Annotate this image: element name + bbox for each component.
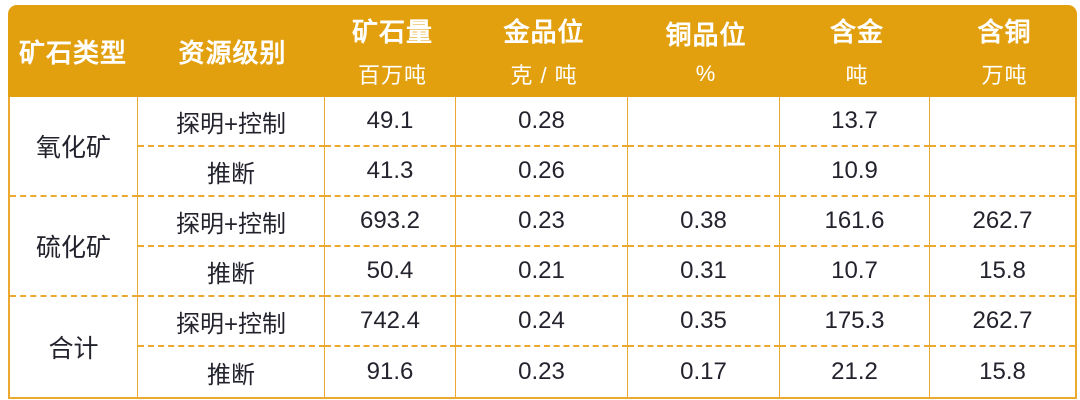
header-ore-type: 矿石类型 (8, 5, 138, 97)
group-label-total: 合计 (10, 297, 138, 397)
value-cell: 0.24 (456, 297, 628, 347)
header-gold-grade: 金品位 克 / 吨 (458, 5, 630, 97)
value-cell: 13.7 (780, 97, 930, 147)
value-cell: 262.7 (930, 297, 1075, 347)
table-header: 矿石类型 资源级别 矿石量 百万吨 金品位 克 / 吨 铜品位 % 含金 吨 含… (8, 5, 1077, 97)
value-cell (628, 97, 780, 147)
header-copper-grade-unit: % (695, 61, 717, 86)
value-cell: 175.3 (780, 297, 930, 347)
value-cell: 21.2 (780, 347, 930, 397)
level-cell: 推断 (138, 247, 325, 297)
header-gold-grade-unit: 克 / 吨 (510, 63, 578, 88)
resource-table: 矿石类型 资源级别 矿石量 百万吨 金品位 克 / 吨 铜品位 % 含金 吨 含… (8, 5, 1077, 399)
header-gold-grade-label: 金品位 (503, 17, 585, 47)
header-ore-tonnage-unit: 百万吨 (357, 63, 427, 88)
value-cell: 0.23 (456, 197, 628, 247)
value-cell: 0.26 (456, 147, 628, 197)
group-label-oxide: 氧化矿 (10, 97, 138, 197)
value-cell: 161.6 (780, 197, 930, 247)
level-cell: 探明+控制 (138, 197, 325, 247)
value-cell: 0.21 (456, 247, 628, 297)
header-copper-grade: 铜品位 % (630, 5, 782, 97)
value-cell (930, 97, 1075, 147)
value-cell: 10.9 (780, 147, 930, 197)
value-cell (930, 147, 1075, 197)
value-cell: 0.28 (456, 97, 628, 147)
header-resource-level-label: 资源级别 (178, 37, 287, 68)
value-cell: 49.1 (325, 97, 456, 147)
value-cell: 10.7 (780, 247, 930, 297)
value-cell: 41.3 (325, 147, 456, 197)
level-cell: 探明+控制 (138, 297, 325, 347)
value-cell: 15.8 (930, 247, 1075, 297)
value-cell: 50.4 (325, 247, 456, 297)
header-ore-tonnage: 矿石量 百万吨 (327, 5, 458, 97)
header-copper-grade-label: 铜品位 (665, 20, 747, 50)
value-cell: 15.8 (930, 347, 1075, 397)
value-cell: 0.38 (628, 197, 780, 247)
header-ore-type-label: 矿石类型 (18, 37, 127, 68)
header-copper-content: 含铜 万吨 (932, 5, 1077, 97)
header-gold-content-unit: 吨 (845, 63, 869, 88)
value-cell: 693.2 (325, 197, 456, 247)
value-cell: 91.6 (325, 347, 456, 397)
value-cell: 0.31 (628, 247, 780, 297)
header-gold-content-label: 含金 (829, 17, 884, 47)
table-body: 氧化矿 探明+控制 49.1 0.28 13.7 推断 41.3 0.26 10… (8, 97, 1077, 399)
level-cell: 推断 (138, 147, 325, 197)
header-resource-level: 资源级别 (138, 5, 327, 97)
value-cell: 0.35 (628, 297, 780, 347)
group-label-sulfide: 硫化矿 (10, 197, 138, 297)
value-cell (628, 147, 780, 197)
header-gold-content: 含金 吨 (782, 5, 932, 97)
header-ore-tonnage-label: 矿石量 (351, 17, 433, 47)
value-cell: 742.4 (325, 297, 456, 347)
level-cell: 探明+控制 (138, 97, 325, 147)
value-cell: 0.23 (456, 347, 628, 397)
header-copper-content-unit: 万吨 (981, 63, 1028, 88)
value-cell: 262.7 (930, 197, 1075, 247)
level-cell: 推断 (138, 347, 325, 397)
header-copper-content-label: 含铜 (977, 17, 1032, 47)
value-cell: 0.17 (628, 347, 780, 397)
